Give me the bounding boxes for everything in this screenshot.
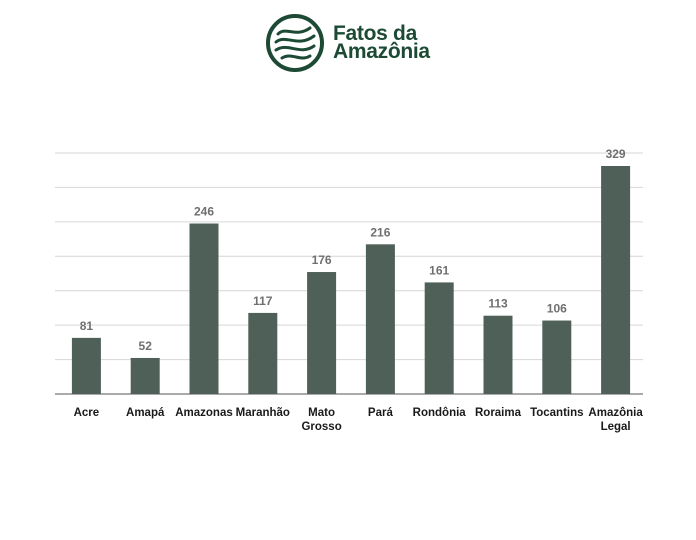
bar	[307, 272, 336, 394]
bar	[366, 244, 395, 394]
category-label: Acre	[74, 407, 100, 419]
category-label: Grosso	[301, 421, 341, 433]
bar	[72, 338, 101, 394]
data-label: 329	[606, 147, 626, 161]
category-label: Roraima	[475, 407, 522, 419]
category-label: Mato	[308, 407, 335, 419]
category-label: Tocantins	[530, 407, 583, 419]
data-label: 216	[370, 225, 390, 239]
category-label: Rondônia	[413, 407, 467, 419]
data-label: 52	[139, 339, 153, 353]
data-label: 113	[488, 297, 508, 311]
bar	[542, 321, 571, 394]
bar	[425, 282, 454, 394]
category-label: Amapá	[126, 407, 165, 419]
category-label: Pará	[368, 407, 394, 419]
bar	[601, 166, 630, 394]
data-label: 117	[253, 294, 273, 308]
data-label: 106	[547, 302, 567, 316]
bar	[190, 224, 219, 394]
data-label: 246	[194, 205, 214, 219]
category-label: Amazonas	[175, 407, 233, 419]
bar	[131, 358, 160, 394]
data-label: 161	[429, 263, 449, 277]
category-label: Maranhão	[236, 407, 290, 419]
data-label: 176	[312, 253, 332, 267]
category-label: Amazônia	[588, 407, 643, 419]
data-label: 81	[80, 319, 94, 333]
category-label: Legal	[601, 421, 631, 433]
bar	[248, 313, 277, 394]
bar	[484, 316, 513, 394]
